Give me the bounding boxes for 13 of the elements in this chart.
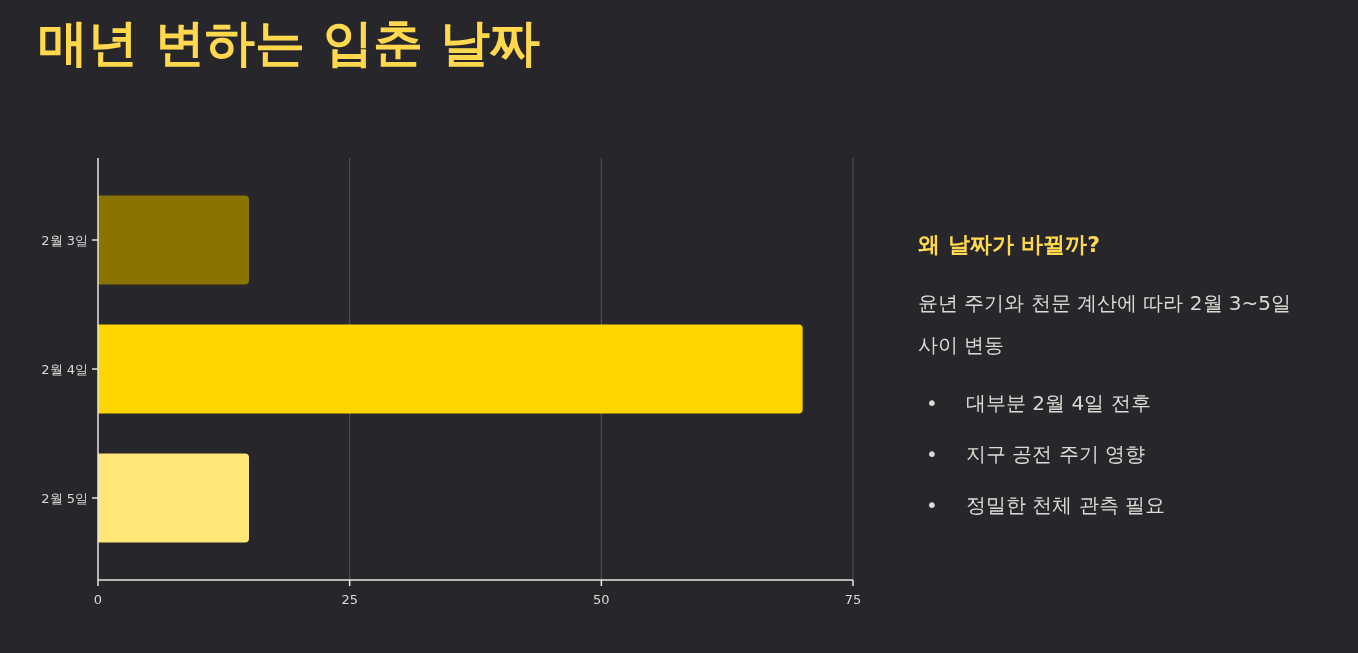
x-tick-label: 75 — [844, 592, 862, 607]
chart-title: 매년 변하는 입춘 날짜 — [38, 13, 541, 74]
text: • 대부분 2월 4일 전후 — [926, 391, 1151, 415]
y-tick-label: 2월 4일 — [41, 362, 88, 377]
text: 왜 날짜가 바뀔까? — [918, 231, 1102, 259]
text: • 정밀한 천체 관측 필요 — [926, 493, 1166, 517]
x-tick-label: 0 — [93, 592, 103, 607]
text: • 지구 공전 주기 영향 — [926, 442, 1146, 466]
x-tick-label: 50 — [593, 592, 610, 607]
x-tick-label: 25 — [341, 592, 358, 607]
y-tick-label: 2월 3일 — [41, 233, 88, 248]
y-tick-label: 2월 5일 — [41, 491, 88, 506]
text: 윤년 주기와 천문 계산에 따라 2월 3~5일 사이 변동 — [918, 290, 1293, 359]
